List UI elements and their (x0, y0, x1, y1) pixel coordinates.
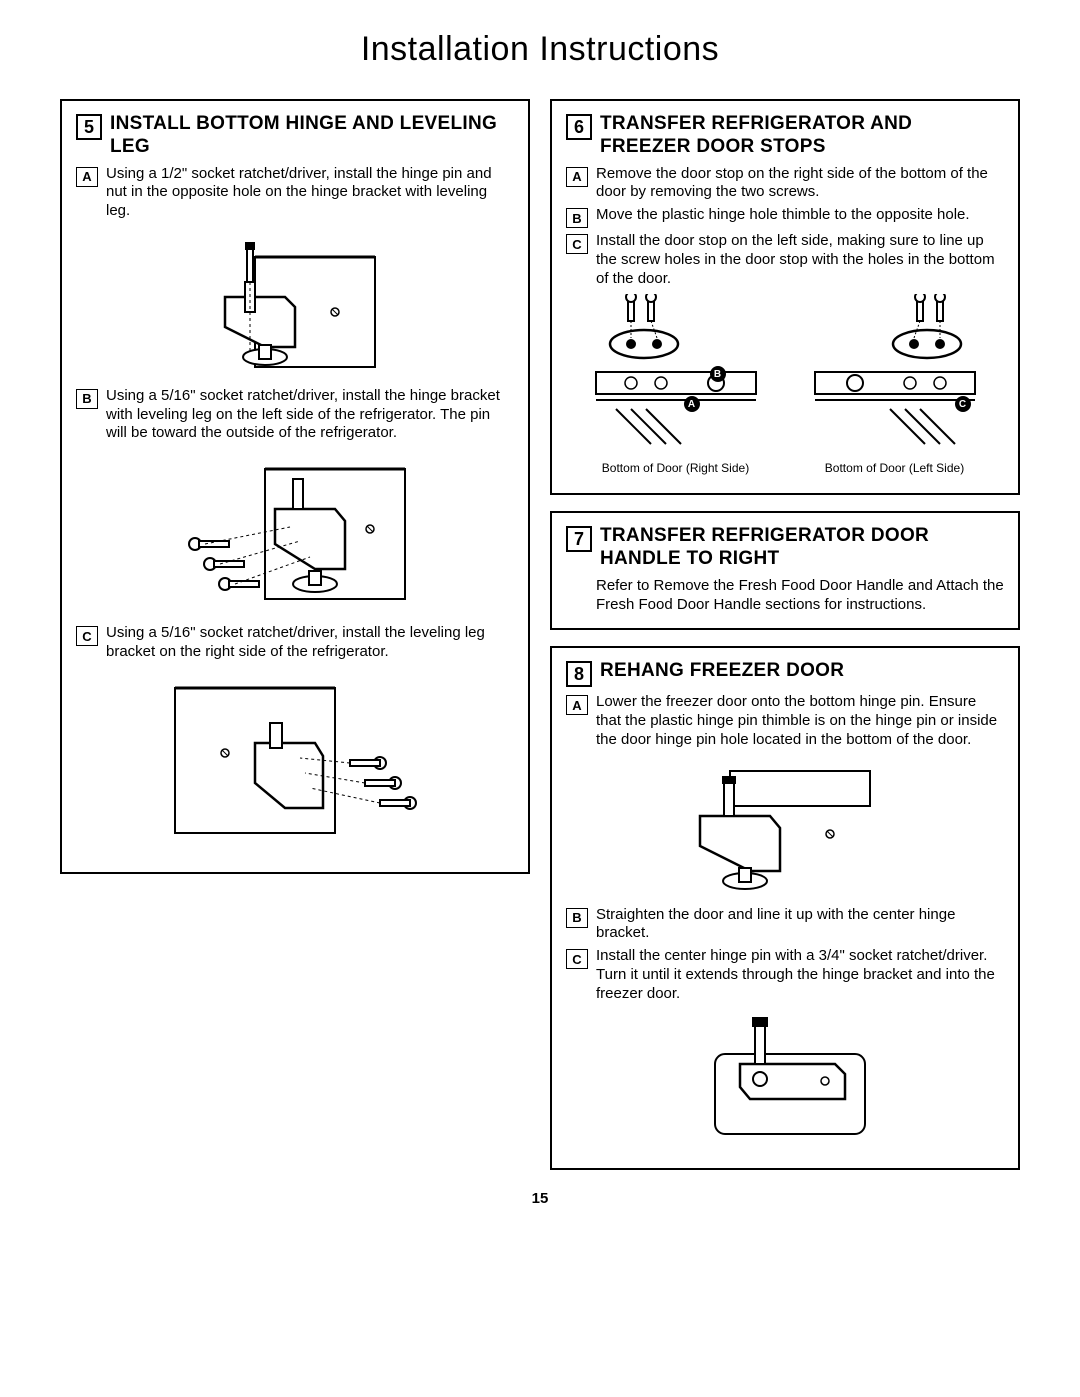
step-letter: C (566, 949, 588, 969)
section-title: REHANG FREEZER DOOR (600, 660, 844, 683)
callout-b: B (710, 366, 726, 382)
figure-caption-right: Bottom of Door (Right Side) (586, 461, 766, 475)
figure-caption-left: Bottom of Door (Left Side) (805, 461, 985, 475)
left-column: 5 INSTALL BOTTOM HINGE AND LEVELING LEG … (60, 99, 530, 1170)
step-text: Remove the door stop on the right side o… (596, 165, 1004, 203)
section-8: 8 REHANG FREEZER DOOR A Lower the freeze… (550, 646, 1020, 1170)
section-title: INSTALL BOTTOM HINGE AND LEVELING LEG (110, 113, 514, 159)
section-number: 8 (566, 661, 592, 687)
step-text: Lower the freezer door onto the bottom h… (596, 693, 1004, 749)
page-title: Installation Instructions (60, 30, 1020, 69)
step-letter: A (76, 167, 98, 187)
section-7: 7 TRANSFER REFRIGERATOR DOOR HANDLE TO R… (550, 511, 1020, 630)
page-number: 15 (60, 1190, 1020, 1207)
figure-5c (155, 668, 435, 848)
step-letter: B (76, 389, 98, 409)
section-6: 6 TRANSFER REFRIGERATOR AND FREEZER DOOR… (550, 99, 1020, 495)
step-letter: A (566, 167, 588, 187)
step-text: Straighten the door and line it up with … (596, 906, 1004, 944)
callout-a: A (684, 396, 700, 412)
step-letter: B (566, 208, 588, 228)
figure-8c (685, 1009, 885, 1144)
section-number: 5 (76, 114, 102, 140)
step-text: Install the door stop on the left side, … (596, 232, 1004, 288)
callout-c: C (955, 396, 971, 412)
step-letter: C (566, 234, 588, 254)
right-column: 6 TRANSFER REFRIGERATOR AND FREEZER DOOR… (550, 99, 1020, 1170)
section-5: 5 INSTALL BOTTOM HINGE AND LEVELING LEG … (60, 99, 530, 874)
step-text: Move the plastic hinge hole thimble to t… (596, 206, 970, 225)
step-text: Using a 5/16" socket ratchet/driver, ins… (106, 387, 514, 443)
step-letter: B (566, 908, 588, 928)
figure-5b (165, 449, 425, 614)
section-number: 7 (566, 526, 592, 552)
step-text: Using a 5/16" socket ratchet/driver, ins… (106, 624, 514, 662)
section-body: Refer to Remove the Fresh Food Door Hand… (596, 577, 1004, 615)
section-number: 6 (566, 114, 592, 140)
step-letter: A (566, 695, 588, 715)
step-letter: C (76, 626, 98, 646)
figure-5a (185, 227, 405, 377)
figure-6-row: B A Bottom of Door (Right Side) (566, 294, 1004, 475)
section-title: TRANSFER REFRIGERATOR AND FREEZER DOOR S… (600, 113, 1004, 159)
columns: 5 INSTALL BOTTOM HINGE AND LEVELING LEG … (60, 99, 1020, 1170)
section-title: TRANSFER REFRIGERATOR DOOR HANDLE TO RIG… (600, 525, 1004, 571)
figure-6-left (805, 294, 985, 454)
figure-8a (680, 756, 890, 896)
figure-6-right (586, 294, 766, 454)
step-text: Using a 1/2" socket ratchet/driver, inst… (106, 165, 514, 221)
step-text: Install the center hinge pin with a 3/4"… (596, 947, 1004, 1003)
